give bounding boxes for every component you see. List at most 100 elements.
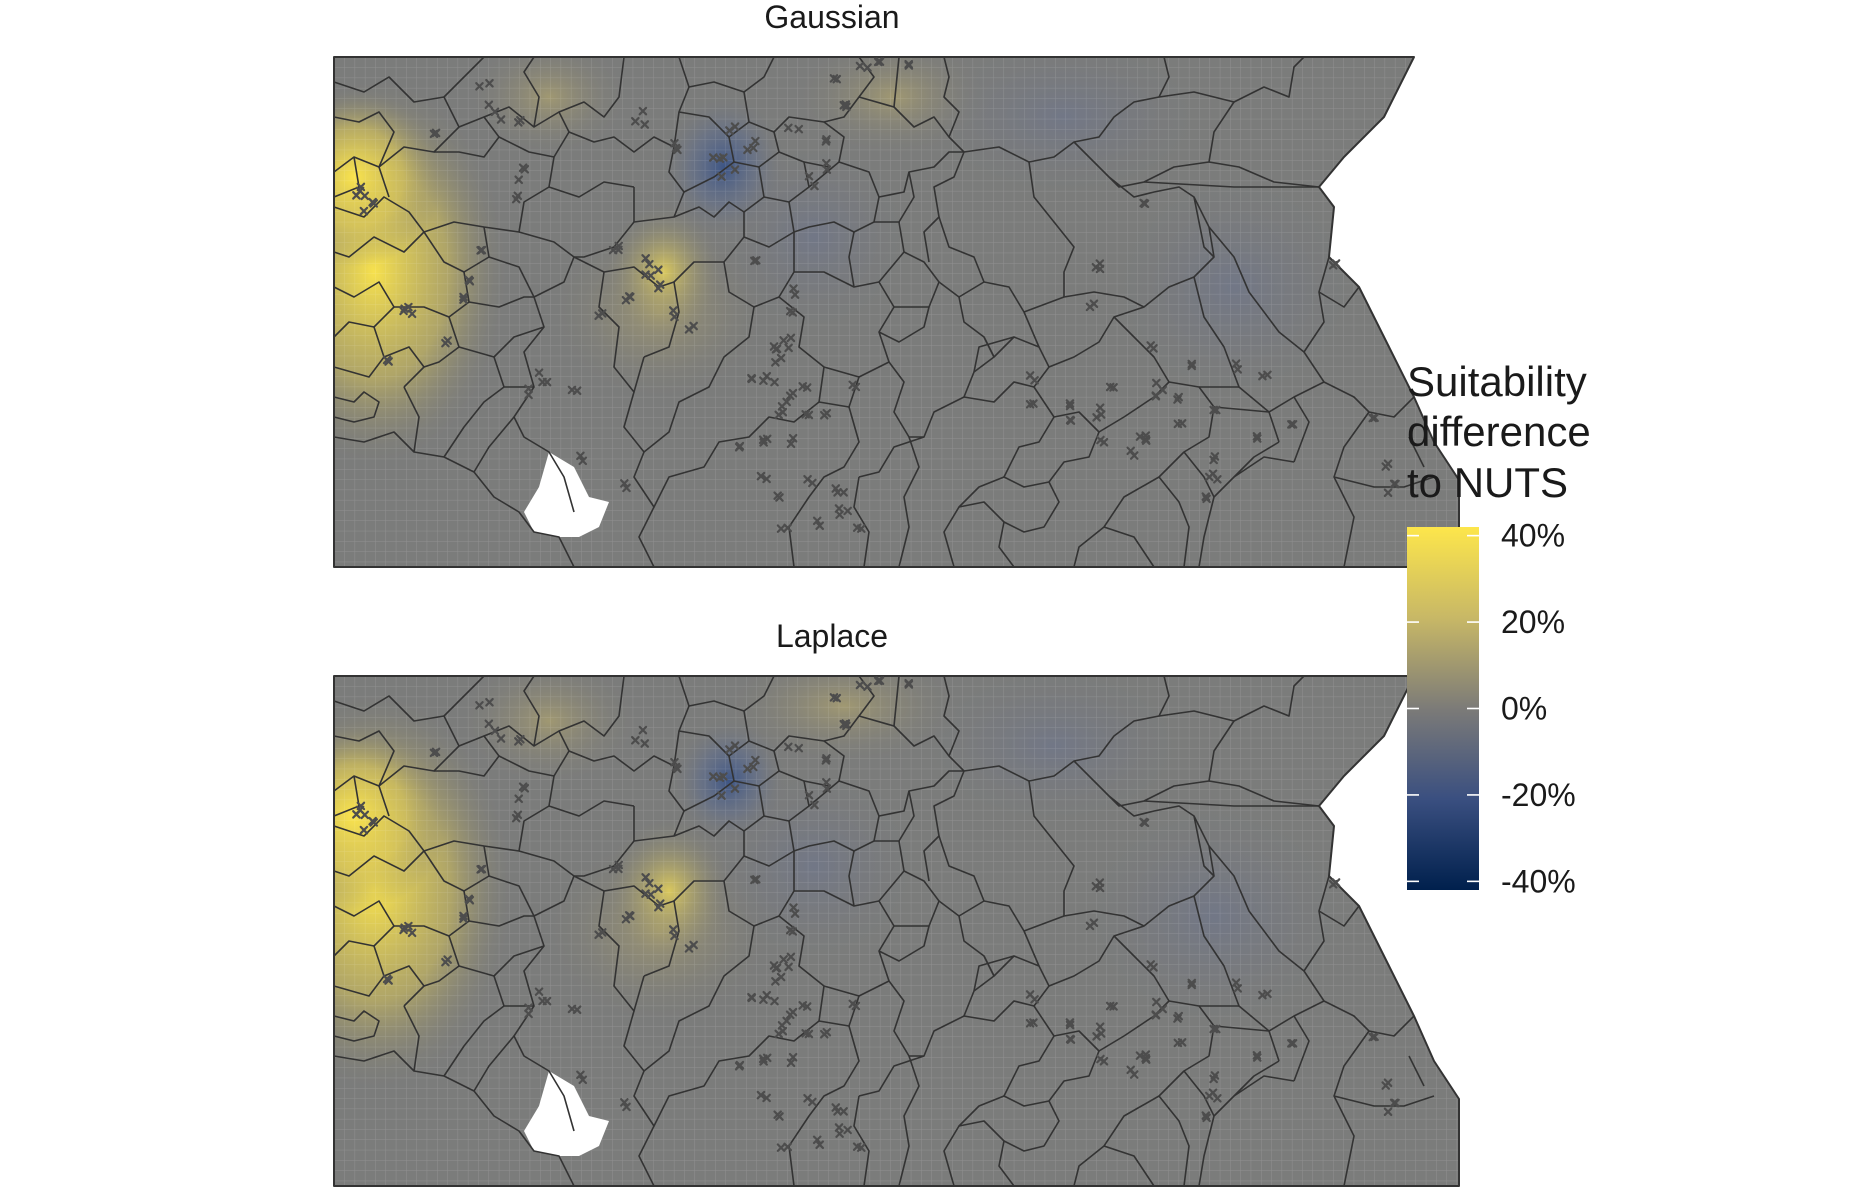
- site-marker: [620, 479, 629, 488]
- site-marker: [1152, 997, 1161, 1007]
- site-marker: [835, 510, 844, 519]
- site-marker: [804, 171, 814, 181]
- site-marker: [708, 153, 718, 162]
- site-marker: [513, 191, 523, 201]
- site-marker: [810, 800, 819, 810]
- site-marker: [443, 336, 452, 345]
- site-marker: [783, 123, 793, 133]
- site-marker: [368, 816, 377, 826]
- legend-tick-label: -20%: [1501, 777, 1576, 813]
- site-marker: [751, 136, 760, 146]
- site-marker: [542, 996, 552, 1006]
- site-marker: [802, 1002, 812, 1011]
- site-marker: [516, 115, 525, 125]
- site-marker: [520, 783, 530, 793]
- site-marker: [1065, 1020, 1075, 1030]
- site-marker: [1096, 1029, 1106, 1038]
- site-marker: [851, 382, 861, 392]
- site-marker: [567, 1004, 577, 1014]
- site-marker: [1066, 1035, 1076, 1044]
- site-marker: [534, 987, 544, 996]
- site-marker: [808, 1097, 817, 1107]
- site-marker: [1328, 260, 1338, 270]
- map-panel-laplace: [333, 675, 1460, 1187]
- legend-title-line-1: Suitability: [1407, 358, 1587, 405]
- site-marker: [751, 755, 760, 765]
- site-marker: [485, 78, 494, 88]
- site-marker: [1092, 413, 1101, 422]
- site-marker: [730, 165, 740, 174]
- site-marker: [715, 154, 725, 163]
- site-marker: [771, 977, 780, 986]
- site-marker: [1187, 361, 1197, 371]
- site-marker: [786, 952, 796, 962]
- site-marker: [1149, 963, 1158, 972]
- site-marker: [1065, 399, 1075, 408]
- site-marker: [749, 143, 758, 153]
- site-marker: [839, 488, 848, 497]
- site-marker: [407, 309, 417, 319]
- site-marker: [843, 506, 852, 516]
- site-marker: [1096, 410, 1106, 419]
- site-marker: [382, 355, 392, 365]
- legend-ticks: 40% 20% 0% -20% -40%: [1407, 518, 1576, 899]
- site-marker: [794, 743, 804, 753]
- site-marker: [594, 930, 603, 940]
- site-marker: [772, 963, 782, 973]
- site-marker: [1211, 405, 1221, 415]
- site-marker: [1151, 1011, 1161, 1020]
- site-marker: [822, 784, 832, 793]
- site-marker: [1201, 492, 1211, 501]
- site-marker: [1173, 1038, 1183, 1048]
- site-marker: [654, 884, 663, 894]
- site-marker: [513, 810, 523, 820]
- site-marker: [356, 801, 366, 811]
- site-marker: [852, 1142, 862, 1151]
- site-marker: [1383, 459, 1393, 469]
- site-marker: [1158, 1004, 1167, 1014]
- site-marker: [758, 1054, 768, 1064]
- site-marker: [783, 1142, 792, 1152]
- site-marker: [516, 734, 525, 744]
- site-marker: [1383, 1078, 1393, 1088]
- site-marker: [1211, 1024, 1221, 1034]
- site-marker: [819, 410, 829, 420]
- site-marker: [779, 336, 788, 345]
- site-marker: [1141, 1050, 1151, 1059]
- site-marker: [641, 889, 650, 898]
- site-marker: [490, 107, 500, 117]
- site-marker: [777, 402, 787, 411]
- site-marker: [1152, 378, 1161, 388]
- site-marker: [821, 756, 831, 765]
- site-marker: [1095, 264, 1105, 274]
- site-marker: [784, 343, 793, 353]
- site-marker: [1209, 405, 1219, 415]
- site-marker: [484, 100, 494, 110]
- raster-grid: [334, 57, 1459, 567]
- site-marker: [717, 791, 726, 800]
- site-marker: [641, 873, 650, 882]
- site-marker: [578, 456, 588, 466]
- site-marker: [775, 493, 784, 502]
- site-marker: [1092, 1032, 1101, 1041]
- site-marker: [1391, 479, 1400, 489]
- site-marker: [750, 875, 759, 885]
- site-marker: [841, 100, 851, 109]
- site-marker: [1187, 980, 1197, 990]
- site-marker: [1187, 978, 1197, 988]
- site-marker: [776, 1143, 786, 1152]
- site-marker: [614, 864, 623, 874]
- site-marker: [808, 478, 817, 488]
- site-marker: [1288, 1039, 1298, 1048]
- raster-grid: [334, 676, 1459, 1186]
- panel-title-gaussian: Gaussian: [764, 0, 899, 35]
- site-marker: [1252, 434, 1262, 443]
- site-marker: [789, 284, 798, 293]
- site-marker: [1109, 383, 1118, 392]
- site-marker: [1287, 1039, 1296, 1048]
- site-marker: [875, 57, 885, 66]
- site-marker: [631, 735, 640, 745]
- site-marker: [382, 974, 392, 984]
- site-marker: [567, 385, 577, 395]
- site-marker: [1391, 1098, 1400, 1108]
